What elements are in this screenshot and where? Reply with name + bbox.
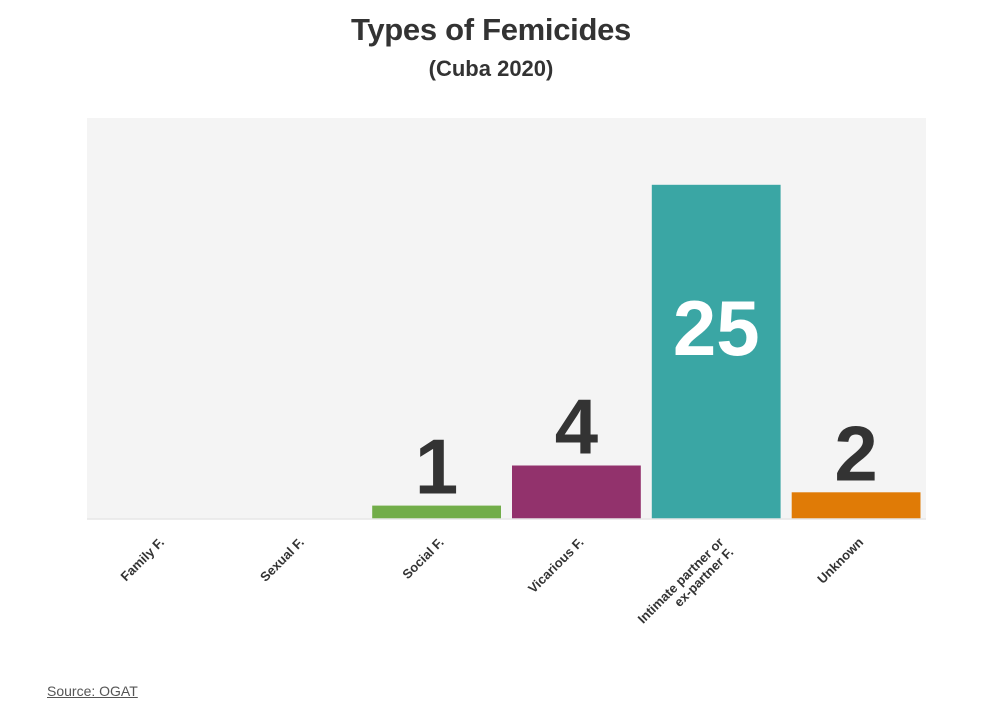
x-tick-label: Social F.: [399, 535, 446, 582]
data-label: 25: [673, 284, 760, 372]
x-tick-label: Family F.: [118, 535, 167, 584]
x-tick-label-line: Social F.: [399, 535, 446, 582]
chart-subtitle: (Cuba 2020): [428, 56, 554, 81]
x-tick-label-line: Family F.: [118, 535, 167, 584]
x-tick-label-line: Vicarious F.: [525, 535, 587, 597]
data-label: 1: [415, 423, 458, 511]
bar[interactable]: [791, 492, 921, 519]
source-link[interactable]: Source: OGAT: [47, 683, 138, 699]
x-tick-label: Sexual F.: [257, 535, 307, 585]
bar[interactable]: [651, 184, 781, 520]
plot-area: [87, 118, 926, 519]
data-label: 2: [834, 409, 877, 497]
x-tick-label: Unknown: [814, 534, 866, 586]
x-tick-label-line: Sexual F.: [257, 535, 307, 585]
bar[interactable]: [372, 505, 501, 519]
x-tick-label: Vicarious F.: [525, 535, 587, 597]
x-tick-label: Intimate partner orex-partner F.: [635, 535, 737, 637]
x-tick-label-line: Intimate partner or: [635, 535, 727, 627]
x-tick-label-line: Unknown: [814, 534, 866, 586]
data-label: 4: [555, 383, 598, 471]
bar[interactable]: [512, 465, 641, 520]
chart-title: Types of Femicides: [350, 12, 631, 47]
